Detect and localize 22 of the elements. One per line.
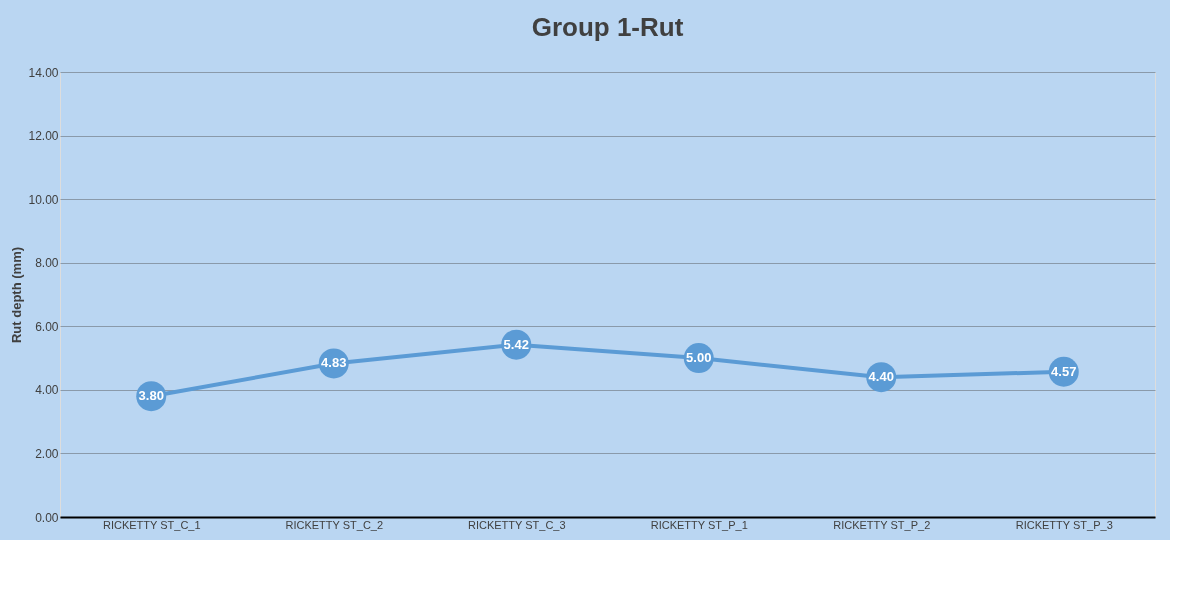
y-tick-label: 8.00 (35, 256, 59, 271)
y-tick-label: 10.00 (28, 192, 59, 207)
y-tick-label: 2.00 (35, 446, 59, 461)
y-tick-label: 14.00 (28, 65, 59, 80)
data-label: 5.00 (686, 350, 712, 366)
data-label: 4.57 (1051, 363, 1077, 379)
x-tick-label: RICKETTY ST_P_1 (650, 518, 748, 531)
chart-title: Group 1-Rut (531, 12, 684, 42)
data-label: 5.42 (503, 336, 529, 352)
data-label: 4.40 (868, 369, 894, 385)
y-tick-label: 12.00 (28, 129, 59, 144)
x-tick-label: RICKETTY ST_C_2 (285, 518, 384, 531)
x-tick-label: RICKETTY ST_C_3 (467, 518, 566, 531)
y-axis-title: Rut depth (mm) (9, 246, 25, 344)
data-label: 3.80 (138, 388, 164, 404)
x-tick-label: RICKETTY ST_P_3 (1015, 518, 1113, 531)
x-tick-label: RICKETTY ST_P_2 (833, 518, 931, 531)
y-tick-label: 0.00 (35, 510, 59, 525)
y-tick-label: 6.00 (35, 319, 59, 334)
data-label: 4.83 (321, 355, 347, 371)
x-tick-label: RICKETTY ST_C_1 (102, 518, 201, 531)
y-tick-label: 4.00 (35, 383, 59, 398)
